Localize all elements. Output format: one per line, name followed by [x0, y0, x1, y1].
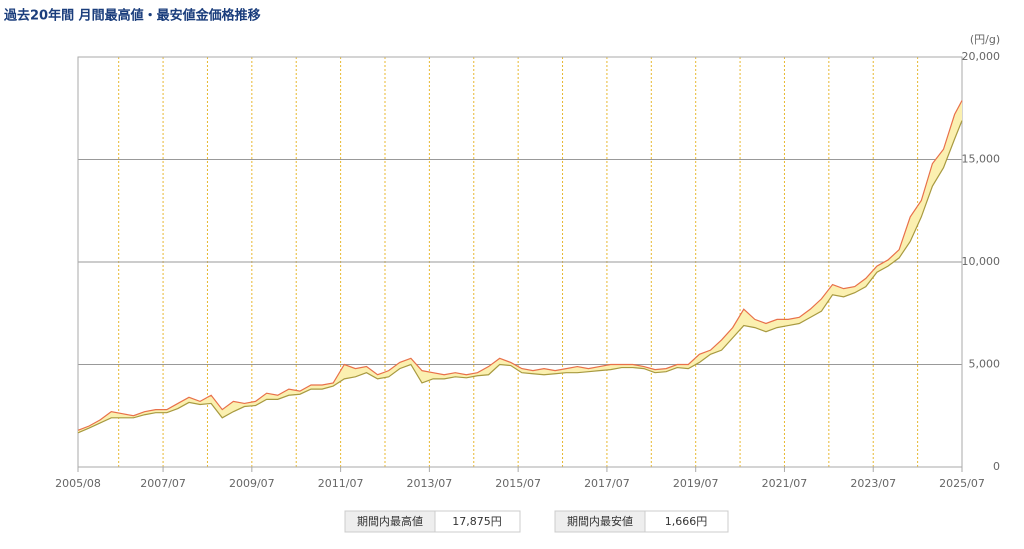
- summary-cell: [434, 510, 521, 533]
- series-line: [77, 100, 963, 431]
- y-tick-label: 15,000: [962, 153, 1001, 166]
- summary-cell: [644, 510, 729, 533]
- x-tick-label: 2021/07: [762, 477, 808, 490]
- summary-value: 1,666円: [665, 515, 708, 528]
- x-tick-label: 2025/07: [939, 477, 985, 490]
- chart-title: 過去20年間 月間最高値・最安値金価格推移: [3, 8, 261, 24]
- x-tick-label: 2009/07: [229, 477, 275, 490]
- y-tick-label: 10,000: [962, 255, 1001, 268]
- x-tick-label: 2017/07: [584, 477, 630, 490]
- series-line: [77, 120, 963, 434]
- plot-frame: [77, 56, 963, 468]
- summary-label: 期間内最高値: [357, 514, 423, 528]
- x-tick-label: 2023/07: [850, 477, 896, 490]
- summary-label: 期間内最安値: [567, 514, 633, 528]
- x-tick-label: 2013/07: [407, 477, 453, 490]
- y-tick-label: 20,000: [962, 50, 1001, 63]
- unit-label: (円/g): [970, 33, 1000, 46]
- x-tick-label: 2005/08: [55, 477, 101, 490]
- range-fill: [78, 100, 962, 433]
- y-tick-label: 0: [993, 460, 1000, 473]
- x-tick-label: 2019/07: [673, 477, 719, 490]
- x-tick-label: 2015/07: [495, 477, 541, 490]
- x-tick-label: 2011/07: [318, 477, 364, 490]
- y-tick-label: 5,000: [969, 358, 1001, 371]
- summary-value: 17,875円: [452, 515, 502, 528]
- x-tick-label: 2007/07: [140, 477, 186, 490]
